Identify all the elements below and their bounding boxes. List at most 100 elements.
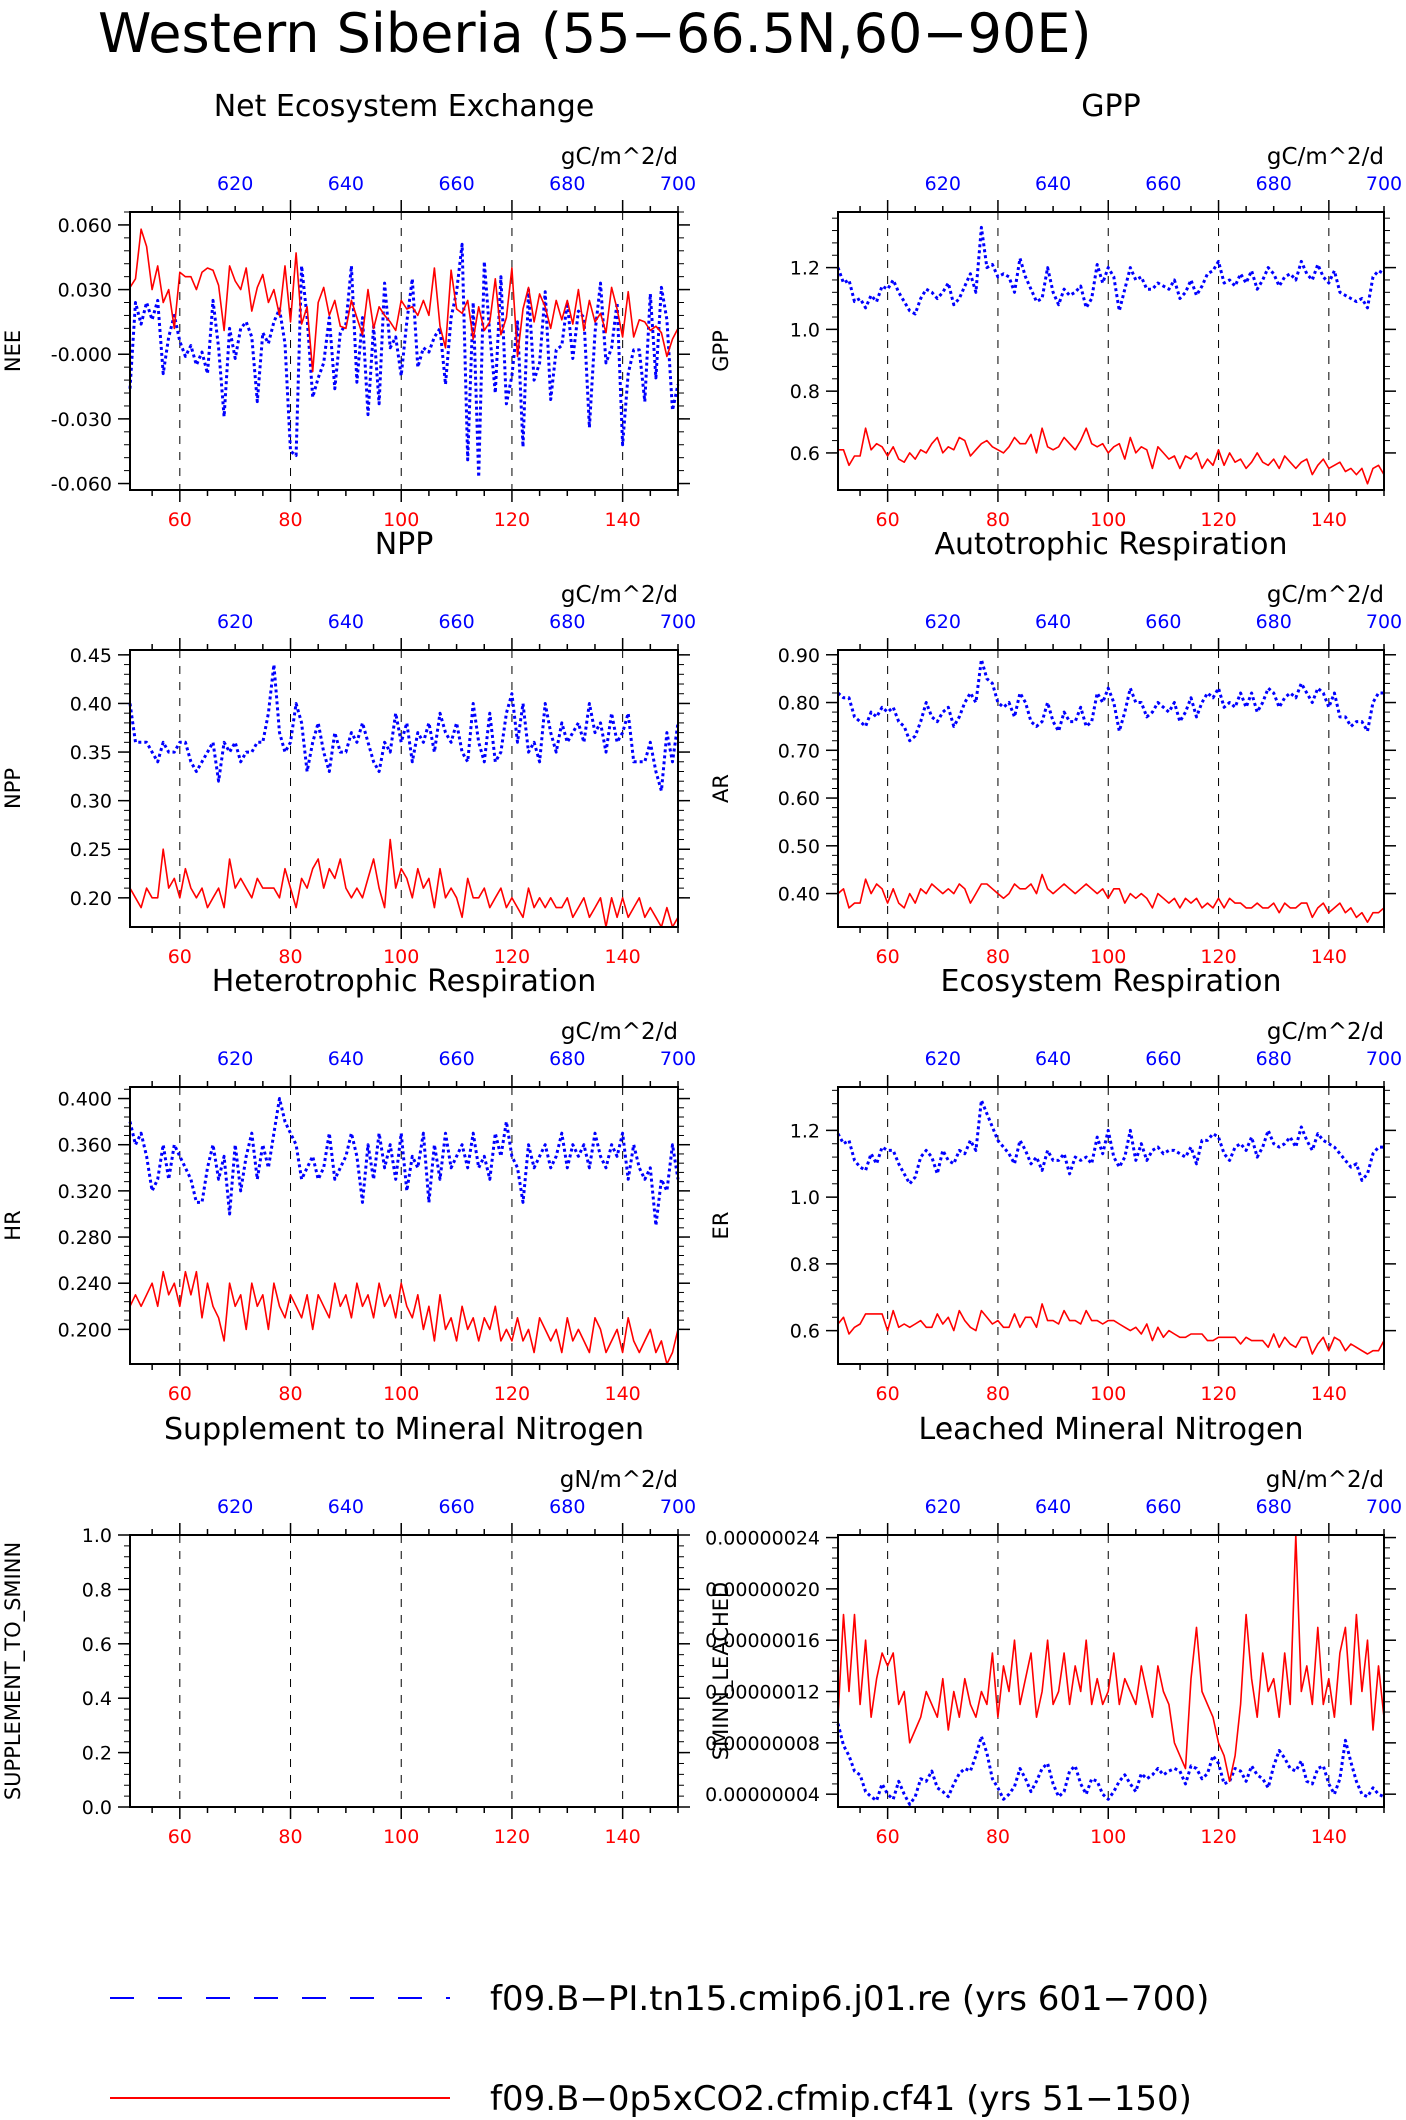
y-tick-label: 1.2: [790, 258, 820, 280]
series-line-control: [837, 658, 1384, 743]
x-tick-label: 80: [986, 1383, 1010, 1405]
y-tick-label: 0.8: [790, 381, 820, 403]
x-top-tick-label: 640: [1035, 1048, 1071, 1070]
legend-label-control: f09.B−PI.tn15.cmip6.j01.re (yrs 601−700): [490, 1979, 1209, 2019]
y-axis-label: NPP: [1, 768, 25, 809]
x-top-tick-label: 640: [328, 1496, 364, 1518]
x-top-tick-label: 680: [1256, 611, 1292, 633]
x-tick-label: 120: [1200, 1826, 1236, 1848]
x-top-tick-label: 680: [549, 1496, 585, 1518]
x-top-tick-label: 700: [1366, 173, 1402, 195]
panel-gpp: GPP gC/m^2/d 60 80 100 120 140 620 640 660 680 700 1…: [709, 89, 1402, 531]
x-top-tick-label: 680: [1256, 173, 1292, 195]
units-label: gC/m^2/d: [561, 144, 678, 170]
y-tick-label: 0.00000016: [705, 1630, 820, 1652]
panel-heterotrophic-respiration: Heterotrophic Respiration gC/m^2/d 60 80 100…: [1, 964, 696, 1405]
x-tick-label: 80: [986, 1826, 1010, 1848]
x-top-tick-label: 660: [1145, 611, 1181, 633]
panels: Net Ecosystem Exchange gC/m^2/d 60 80 100 120…: [1, 89, 1402, 1848]
y-tick-label: 0.060: [58, 215, 112, 237]
x-tick-label: 80: [986, 946, 1010, 968]
x-tick-label: 60: [168, 509, 192, 531]
series-line-control: [128, 1097, 680, 1227]
plot-frame: [837, 649, 1385, 928]
y-tick-label: 0.50: [778, 836, 820, 858]
y-tick-label: 0.40: [70, 693, 112, 715]
panel-net-ecosystem-exchange: Net Ecosystem Exchange gC/m^2/d 60 80 100 120…: [1, 89, 696, 531]
panel-title: Ecosystem Respiration: [941, 964, 1282, 999]
x-top-tick-label: 660: [1145, 1496, 1181, 1518]
y-tick-label: 0.8: [790, 1254, 820, 1276]
x-tick-label: 100: [1090, 509, 1126, 531]
x-tick-label: 60: [876, 946, 900, 968]
x-tick-label: 60: [168, 1383, 192, 1405]
x-tick-label: 100: [1090, 1826, 1126, 1848]
x-top-tick-label: 700: [1366, 1496, 1402, 1518]
y-tick-label: 0.80: [778, 693, 820, 715]
y-tick-label: 0.030: [58, 280, 112, 302]
x-tick-label: 60: [168, 946, 192, 968]
x-top-tick-label: 700: [660, 1496, 696, 1518]
x-tick-label: 140: [605, 1826, 641, 1848]
x-tick-label: 100: [383, 1826, 419, 1848]
x-tick-label: 120: [1200, 1383, 1236, 1405]
panel-ecosystem-respiration: Ecosystem Respiration gC/m^2/d 60 80 100 120 1…: [709, 964, 1402, 1405]
x-tick-label: 60: [168, 1826, 192, 1848]
x-tick-label: 140: [1311, 1383, 1347, 1405]
plot-frame: [129, 1534, 679, 1808]
y-tick-label: 0.40: [778, 884, 820, 906]
x-top-tick-label: 620: [217, 611, 253, 633]
x-tick-label: 100: [383, 1383, 419, 1405]
series-line-control: [836, 225, 1385, 316]
x-top-tick-label: 700: [1366, 611, 1402, 633]
x-top-tick-label: 680: [549, 173, 585, 195]
x-top-tick-label: 680: [1256, 1048, 1292, 1070]
panel-autotrophic-respiration: Autotrophic Respiration gC/m^2/d 60 80 100 12…: [709, 527, 1402, 968]
x-top-tick-label: 640: [1035, 611, 1071, 633]
x-top-tick-label: 700: [1366, 1048, 1402, 1070]
y-tick-label: -0.030: [51, 409, 112, 431]
y-tick-label: 0.00000024: [705, 1528, 820, 1550]
x-top-tick-label: 620: [925, 1048, 961, 1070]
y-tick-label: 0.6: [790, 1321, 820, 1343]
x-top-tick-label: 680: [549, 611, 585, 633]
panel-title: Autotrophic Respiration: [934, 527, 1287, 562]
y-tick-label: 0.0: [82, 1797, 112, 1819]
series-line-experiment: [129, 228, 679, 373]
panel-leached-mineral-nitrogen: Leached Mineral Nitrogen gN/m^2/d 60 80 100 1…: [705, 1412, 1402, 1848]
panel-title: Net Ecosystem Exchange: [214, 89, 595, 124]
x-top-tick-label: 620: [925, 1496, 961, 1518]
y-tick-label: 0.25: [70, 839, 112, 861]
figure-title: Western Siberia (55−66.5N,60−90E): [98, 2, 1092, 65]
x-top-tick-label: 660: [1145, 173, 1181, 195]
panel-title: GPP: [1081, 89, 1140, 124]
y-axis-label: GPP: [709, 330, 733, 372]
x-top-tick-label: 660: [438, 1496, 474, 1518]
y-tick-label: 0.8: [82, 1579, 112, 1601]
x-top-tick-label: 620: [217, 1496, 253, 1518]
legend: f09.B−PI.tn15.cmip6.j01.re (yrs 601−700)…: [110, 1979, 1209, 2119]
y-tick-label: 0.90: [778, 645, 820, 667]
panel-title: Heterotrophic Respiration: [212, 964, 597, 999]
plot-frame: [129, 1086, 679, 1365]
x-top-tick-label: 700: [660, 1048, 696, 1070]
series-line-control: [128, 242, 680, 479]
x-tick-label: 120: [494, 1826, 530, 1848]
x-tick-label: 80: [278, 509, 302, 531]
x-top-tick-label: 680: [549, 1048, 585, 1070]
y-tick-label: 0.00000008: [705, 1733, 820, 1755]
y-tick-label: 1.0: [82, 1525, 112, 1547]
x-top-tick-label: 660: [438, 611, 474, 633]
x-top-tick-label: 660: [1145, 1048, 1181, 1070]
y-tick-label: -0.000: [51, 344, 112, 366]
x-top-tick-label: 640: [328, 1048, 364, 1070]
units-label: gN/m^2/d: [1266, 1467, 1384, 1493]
x-tick-label: 100: [1090, 946, 1126, 968]
x-tick-label: 140: [605, 509, 641, 531]
plot-frame: [129, 211, 679, 491]
x-tick-label: 120: [494, 946, 530, 968]
y-tick-label: 0.4: [82, 1688, 112, 1710]
panel-title: Supplement to Mineral Nitrogen: [164, 1412, 644, 1447]
x-top-tick-label: 680: [1256, 1496, 1292, 1518]
y-axis-label: SUPPLEMENT_TO_SMINN: [1, 1542, 26, 1800]
